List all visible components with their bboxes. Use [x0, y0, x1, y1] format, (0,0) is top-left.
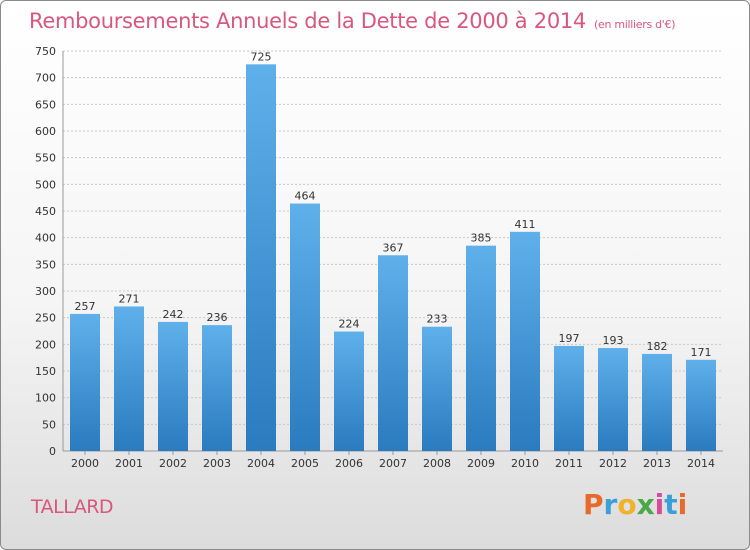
bar-value-label: 193: [603, 334, 624, 347]
x-tick-label: 2013: [643, 457, 671, 470]
x-tick-label: 2010: [511, 457, 539, 470]
y-tick-label: 300: [35, 285, 56, 298]
logo-letter: o: [617, 488, 637, 521]
y-tick-label: 0: [49, 445, 56, 458]
bar-value-label: 271: [119, 292, 140, 305]
bar-value-label: 242: [163, 308, 184, 321]
y-tick-label: 400: [35, 232, 56, 245]
x-tick-label: 2014: [687, 457, 715, 470]
logo-letter: r: [603, 488, 618, 521]
bar-value-label: 236: [207, 311, 228, 324]
bar: [158, 321, 188, 451]
bar: [642, 353, 672, 451]
x-tick-label: 2012: [599, 457, 627, 470]
logo-letter: i: [677, 488, 688, 521]
bar-value-label: 233: [427, 313, 448, 326]
x-tick-label: 2001: [115, 457, 143, 470]
proxiti-logo[interactable]: Proxiti: [583, 488, 687, 521]
x-tick-label: 2011: [555, 457, 583, 470]
bar: [510, 231, 540, 451]
y-tick-label: 350: [35, 258, 56, 271]
y-tick-label: 750: [35, 45, 56, 58]
bar: [290, 203, 320, 451]
bar-value-label: 385: [471, 232, 492, 245]
bar-value-label: 197: [559, 332, 580, 345]
bar: [686, 359, 716, 451]
y-tick-label: 650: [35, 98, 56, 111]
bar-value-label: 725: [251, 50, 272, 63]
y-tick-label: 250: [35, 312, 56, 325]
y-tick-label: 700: [35, 72, 56, 85]
logo-letter: i: [654, 488, 665, 521]
bar-value-label: 464: [295, 190, 316, 203]
bar: [114, 306, 144, 451]
chart-title-text: Remboursements Annuels de la Dette de 20…: [29, 9, 586, 33]
x-tick-label: 2004: [247, 457, 275, 470]
bar: [378, 255, 408, 451]
logo-letter: P: [583, 488, 604, 521]
bar-value-label: 224: [339, 318, 360, 331]
chart-unit: (en milliers d'€): [594, 18, 676, 31]
bar-value-label: 411: [515, 218, 536, 231]
bar-value-label: 182: [647, 340, 668, 353]
y-tick-label: 500: [35, 178, 56, 191]
bar-value-label: 171: [691, 346, 712, 359]
bar: [466, 245, 496, 451]
bar: [598, 348, 628, 451]
bar: [422, 326, 452, 451]
x-tick-label: 2005: [291, 457, 319, 470]
y-tick-label: 600: [35, 125, 56, 138]
bar: [202, 325, 232, 451]
bar: [334, 331, 364, 451]
y-tick-label: 200: [35, 338, 56, 351]
x-tick-label: 2006: [335, 457, 363, 470]
bar: [554, 345, 584, 451]
bar-value-label: 257: [75, 300, 96, 313]
y-tick-label: 150: [35, 365, 56, 378]
chart-title: Remboursements Annuels de la Dette de 20…: [29, 9, 675, 33]
y-tick-label: 550: [35, 152, 56, 165]
x-tick-label: 2003: [203, 457, 231, 470]
y-tick-label: 450: [35, 205, 56, 218]
y-tick-label: 100: [35, 392, 56, 405]
bar-value-label: 367: [383, 241, 404, 254]
x-tick-label: 2009: [467, 457, 495, 470]
x-tick-label: 2008: [423, 457, 451, 470]
x-tick-label: 2000: [71, 457, 99, 470]
x-tick-label: 2007: [379, 457, 407, 470]
x-tick-label: 2002: [159, 457, 187, 470]
logo-letter: t: [664, 488, 678, 521]
logo-letter: x: [636, 488, 655, 521]
city-name: TALLARD: [31, 496, 114, 518]
y-tick-label: 50: [42, 418, 56, 431]
bar: [246, 64, 276, 452]
bar: [70, 313, 100, 451]
